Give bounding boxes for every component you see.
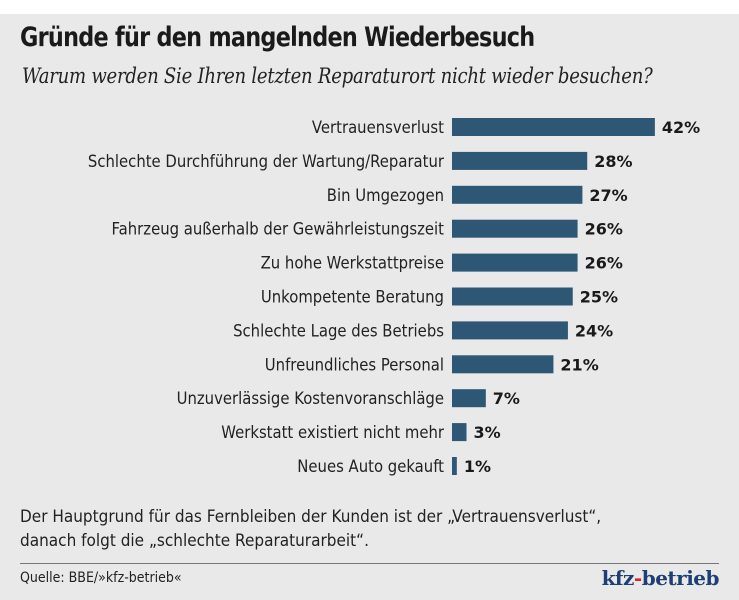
bar: [452, 253, 578, 272]
chart-panel: [0, 14, 739, 600]
category-label: Neues Auto gekauft: [297, 457, 444, 476]
bar: [452, 321, 568, 340]
category-label: Unkompetente Beratung: [261, 288, 444, 307]
value-label: 1%: [464, 457, 491, 476]
source-text: Quelle: BBE/»kfz-betrieb«: [20, 570, 182, 586]
bar: [452, 389, 486, 408]
value-label: 24%: [575, 321, 613, 340]
value-label: 7%: [493, 389, 520, 408]
note-line-2: danach folgt die „schlechte Reparaturarb…: [20, 531, 369, 551]
value-label: 26%: [585, 220, 623, 239]
category-label: Schlechte Durchführung der Wartung/Repar…: [88, 152, 444, 171]
bar: [452, 151, 588, 170]
bar: [452, 287, 573, 306]
chart-note: Der Hauptgrund für das Fernbleiben der K…: [20, 505, 601, 553]
value-label: 27%: [589, 186, 627, 205]
bar: [452, 219, 578, 238]
bar: [452, 423, 467, 442]
value-label: 25%: [580, 288, 618, 307]
bar: [452, 118, 655, 136]
value-label: 3%: [473, 423, 500, 442]
bar: [452, 355, 554, 374]
category-label: Zu hohe Werkstattpreise: [261, 254, 444, 273]
kfz-betrieb-logo: kfz-betrieb: [601, 566, 720, 590]
chart-subtitle: Warum werden Sie Ihren letzten Reparatur…: [22, 64, 653, 88]
value-label: 21%: [560, 355, 598, 374]
note-line-1: Der Hauptgrund für das Fernbleiben der K…: [20, 507, 602, 527]
bar: [452, 457, 457, 475]
value-label: 42%: [662, 118, 700, 137]
category-label: Werkstatt existiert nicht mehr: [221, 423, 444, 442]
category-label: Unzuverlässige Kostenvoranschläge: [177, 389, 444, 408]
category-label: Schlechte Lage des Betriebs: [233, 321, 444, 340]
category-label: Unfreundliches Personal: [265, 355, 444, 374]
category-label: Vertrauensverlust: [312, 118, 445, 137]
category-label: Bin Umgezogen: [327, 186, 444, 205]
value-label: 28%: [594, 152, 632, 171]
bar: [452, 185, 583, 204]
chart-title: Gründe für den mangelnden Wiederbesuch: [20, 22, 535, 53]
category-label: Fahrzeug außerhalb der Gewährleistungsze…: [112, 220, 445, 239]
value-label: 26%: [585, 254, 623, 273]
divider: [20, 563, 719, 564]
